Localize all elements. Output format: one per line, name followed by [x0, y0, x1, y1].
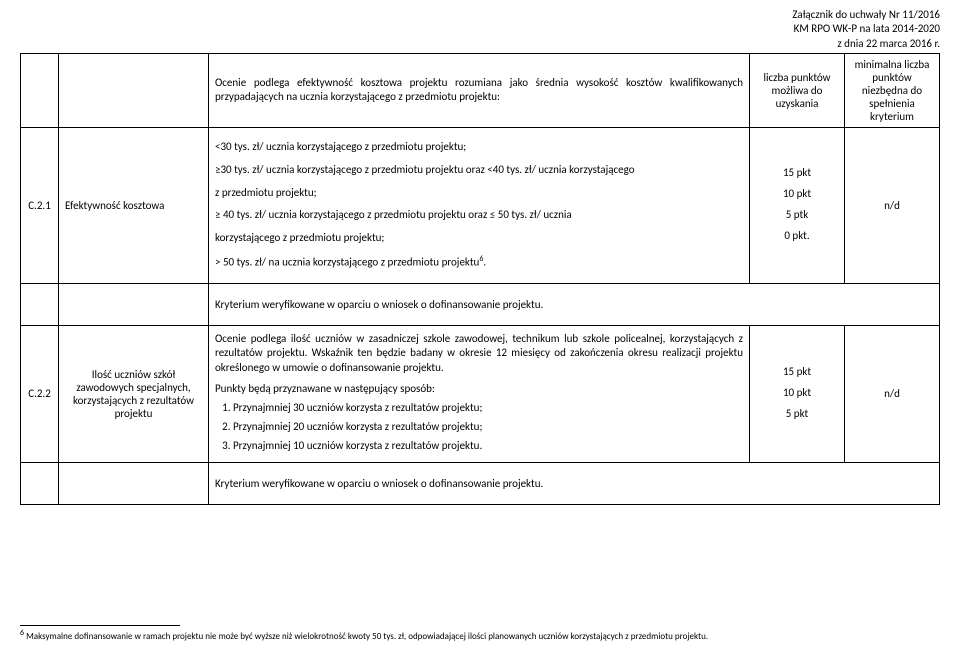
verification-text: Kryterium weryfikowane w oparciu o wnios…	[209, 462, 940, 504]
row-min: n/d	[845, 127, 940, 283]
header-line3: z dnia 22 marca 2016 r.	[837, 37, 940, 50]
row-name: Efektywność kosztowa	[59, 127, 209, 283]
blank-cell	[21, 462, 59, 504]
page-header: Załącznik do uchwały Nr 11/2016 KM RPO W…	[20, 8, 940, 51]
header-line2: KM RPO WK-P na lata 2014-2020	[794, 22, 940, 35]
table-row: C.2.2 Ilość uczniów szkół zawodowych spe…	[21, 325, 940, 462]
list-item: Przynajmniej 20 uczniów korzysta z rezul…	[233, 420, 743, 435]
list-item: Przynajmniej 10 uczniów korzysta z rezul…	[233, 439, 743, 454]
row-min: n/d	[845, 325, 940, 462]
table-row: C.2.1 Efektywność kosztowa <30 tys. zł/ …	[21, 127, 940, 283]
desc-line: ≥30 tys. zł/ ucznia korzystającego z prz…	[215, 163, 743, 178]
points-value: 0 pkt.	[756, 226, 838, 247]
row-id: C.2.2	[21, 325, 59, 462]
row0-desc-text: Ocenie podlega efektywność kosztowa proj…	[215, 76, 743, 106]
points-value: 15 pkt	[756, 362, 838, 383]
points-value: 10 pkt	[756, 383, 838, 404]
blank-cell	[21, 53, 59, 127]
row-desc: Ocenie podlega ilość uczniów w zasadnicz…	[209, 325, 750, 462]
desc-para: Punkty będą przyznawane w następujący sp…	[215, 382, 743, 397]
table-header-row: Ocenie podlega efektywność kosztowa proj…	[21, 53, 940, 127]
points-value: 15 pkt	[756, 163, 838, 184]
blank-cell	[59, 283, 209, 325]
col-header-min: minimalna liczba punktów niezbędna do sp…	[845, 53, 940, 127]
list-item: Przynajmniej 30 uczniów korzysta z rezul…	[233, 401, 743, 416]
table-row: Kryterium weryfikowane w oparciu o wnios…	[21, 462, 940, 504]
table-row: Kryterium weryfikowane w oparciu o wnios…	[21, 283, 940, 325]
footnote-text: 6 Maksymalne dofinansowanie w ramach pro…	[20, 628, 940, 642]
blank-cell	[59, 53, 209, 127]
footnote-area: 6 Maksymalne dofinansowanie w ramach pro…	[20, 625, 940, 642]
footnote-rule	[20, 625, 180, 626]
blank-cell	[59, 462, 209, 504]
desc-line: z przedmiotu projektu;	[215, 186, 743, 201]
desc-list: Przynajmniej 30 uczniów korzysta z rezul…	[215, 401, 743, 454]
desc-line: > 50 tys. zł/ na ucznia korzystającego z…	[215, 254, 743, 271]
points-value: 5 pkt	[756, 404, 838, 425]
desc-para: Ocenie podlega ilość uczniów w zasadnicz…	[215, 332, 743, 377]
verification-text: Kryterium weryfikowane w oparciu o wnios…	[209, 283, 940, 325]
row-points: 15 pkt 10 pkt 5 pkt	[750, 325, 845, 462]
criteria-table: Ocenie podlega efektywność kosztowa proj…	[20, 53, 940, 505]
row-name: Ilość uczniów szkół zawodowych specjalny…	[59, 325, 209, 462]
header-line1: Załącznik do uchwały Nr 11/2016	[792, 8, 940, 21]
desc-line: ≥ 40 tys. zł/ ucznia korzystającego z pr…	[215, 208, 743, 223]
row-id: C.2.1	[21, 127, 59, 283]
points-value: 10 pkt	[756, 184, 838, 205]
desc-line: <30 tys. zł/ ucznia korzystającego z prz…	[215, 140, 743, 155]
desc-line: korzystającego z przedmiotu projektu;	[215, 231, 743, 246]
col-header-points: liczba punktów możliwa do uzyskania	[750, 53, 845, 127]
blank-cell	[21, 283, 59, 325]
row-points: 15 pkt 10 pkt 5 ptk 0 pkt.	[750, 127, 845, 283]
points-value: 5 ptk	[756, 205, 838, 226]
row0-desc: Ocenie podlega efektywność kosztowa proj…	[209, 53, 750, 127]
row-desc: <30 tys. zł/ ucznia korzystającego z prz…	[209, 127, 750, 283]
